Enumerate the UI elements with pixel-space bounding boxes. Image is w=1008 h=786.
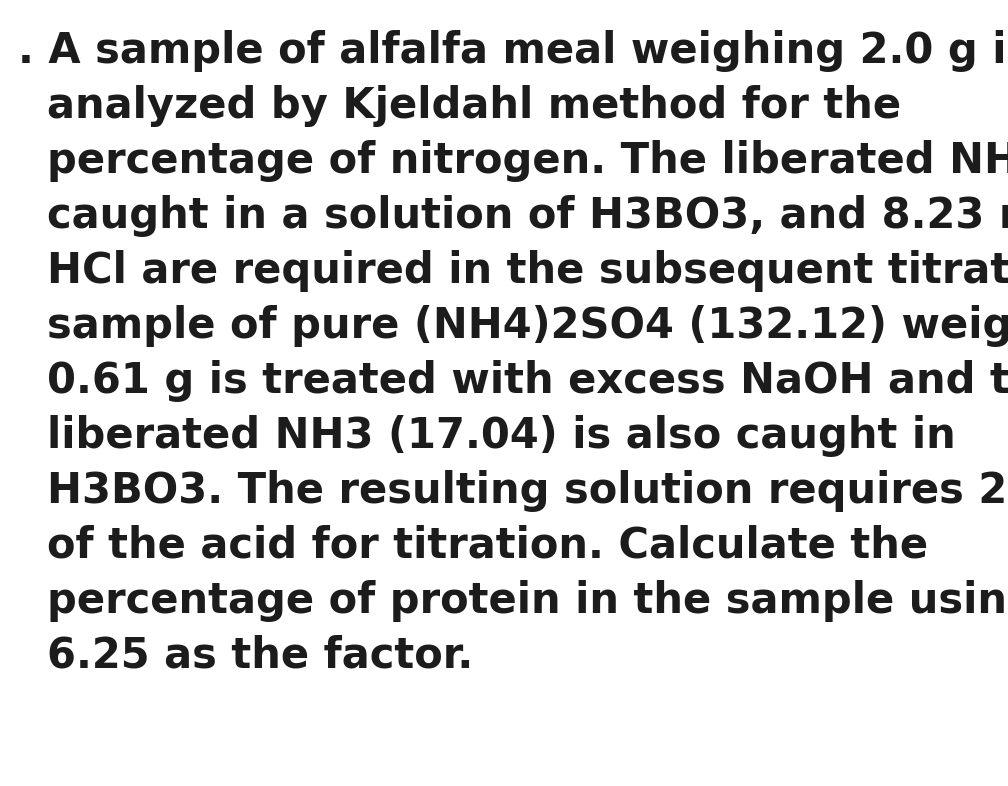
Text: 6.25 as the factor.: 6.25 as the factor. [18,635,473,677]
Text: analyzed by Kjeldahl method for the: analyzed by Kjeldahl method for the [18,85,901,127]
Text: sample of pure (NH4)2SO4 (132.12) weighing: sample of pure (NH4)2SO4 (132.12) weighi… [18,305,1008,347]
Text: of the acid for titration. Calculate the: of the acid for titration. Calculate the [18,525,928,567]
Text: . A sample of alfalfa meal weighing 2.0 g is: . A sample of alfalfa meal weighing 2.0 … [18,30,1008,72]
Text: percentage of nitrogen. The liberated NH3 is: percentage of nitrogen. The liberated NH… [18,140,1008,182]
Text: HCl are required in the subsequent titration. A: HCl are required in the subsequent titra… [18,250,1008,292]
Text: 0.61 g is treated with excess NaOH and the: 0.61 g is treated with excess NaOH and t… [18,360,1008,402]
Text: H3BO3. The resulting solution requires 20 ml: H3BO3. The resulting solution requires 2… [18,470,1008,512]
Text: percentage of protein in the sample using: percentage of protein in the sample usin… [18,580,1008,622]
Text: caught in a solution of H3BO3, and 8.23 ml of: caught in a solution of H3BO3, and 8.23 … [18,195,1008,237]
Text: liberated NH3 (17.04) is also caught in: liberated NH3 (17.04) is also caught in [18,415,956,457]
